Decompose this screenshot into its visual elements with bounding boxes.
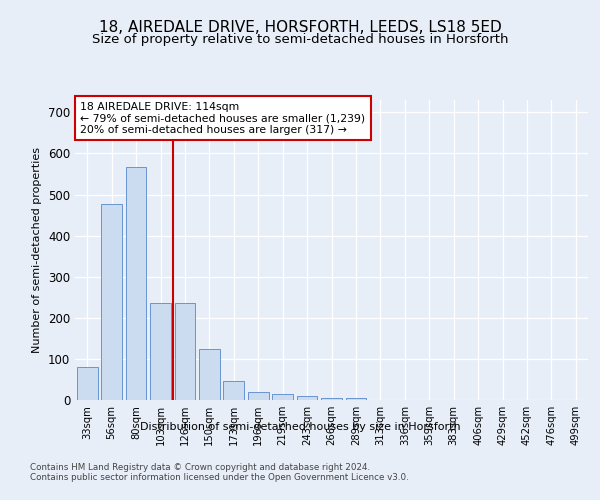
- Y-axis label: Number of semi-detached properties: Number of semi-detached properties: [32, 147, 43, 353]
- Bar: [223, 380, 244, 400]
- Text: 18 AIREDALE DRIVE: 114sqm
← 79% of semi-detached houses are smaller (1,239)
20% : 18 AIREDALE DRIVE: 114sqm ← 79% of semi-…: [80, 102, 365, 134]
- Bar: [248, 392, 269, 400]
- Bar: [150, 303, 171, 400]
- Text: 18, AIREDALE DRIVE, HORSFORTH, LEEDS, LS18 5ED: 18, AIREDALE DRIVE, HORSFORTH, LEEDS, LS…: [98, 20, 502, 35]
- Text: Contains HM Land Registry data © Crown copyright and database right 2024.
Contai: Contains HM Land Registry data © Crown c…: [30, 463, 409, 482]
- Bar: [199, 349, 220, 400]
- Bar: [175, 303, 196, 400]
- Bar: [125, 166, 146, 400]
- Bar: [321, 398, 342, 400]
- Bar: [346, 398, 367, 400]
- Bar: [101, 204, 122, 400]
- Bar: [296, 396, 317, 400]
- Text: Size of property relative to semi-detached houses in Horsforth: Size of property relative to semi-detach…: [92, 34, 508, 46]
- Bar: [77, 367, 98, 400]
- Text: Distribution of semi-detached houses by size in Horsforth: Distribution of semi-detached houses by …: [140, 422, 460, 432]
- Bar: [272, 394, 293, 400]
